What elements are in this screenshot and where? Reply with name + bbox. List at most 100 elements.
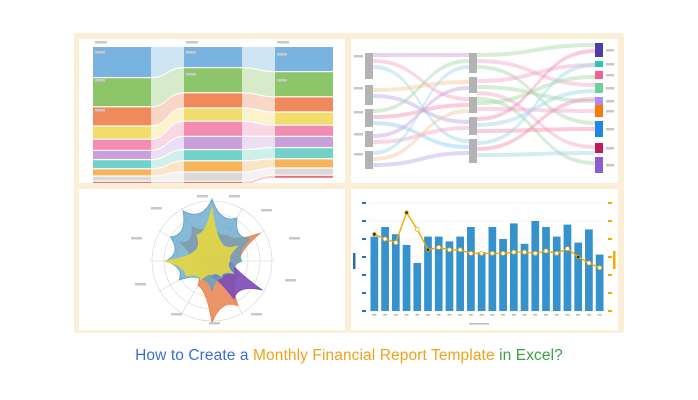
x-tick-label — [393, 314, 398, 316]
alluvial-node — [275, 159, 333, 168]
sankey-flow — [373, 94, 469, 124]
alluvial-flow — [151, 68, 184, 107]
left-axis-tick-label — [362, 274, 366, 276]
sankey-flow — [373, 59, 469, 101]
alluvial-node — [93, 126, 151, 139]
label-placeholder — [606, 63, 614, 66]
alluvial-node — [275, 125, 333, 136]
sankey-source-node — [365, 151, 373, 169]
line-series — [374, 211, 600, 269]
x-tick-label — [544, 314, 548, 316]
label-placeholder — [606, 87, 614, 90]
bar — [574, 242, 583, 311]
line-point — [457, 247, 463, 253]
label-placeholder — [606, 100, 614, 103]
alluvial-node — [93, 151, 151, 159]
alluvial-node — [184, 161, 242, 172]
bar — [391, 234, 400, 311]
left-axis-tick-label — [362, 292, 366, 294]
left-axis-title-placeholder — [353, 253, 356, 269]
column-label-placeholder — [186, 41, 198, 44]
left-axis-tick-label — [362, 310, 366, 312]
sankey-flow — [477, 63, 595, 83]
bar — [467, 227, 475, 311]
label-placeholder — [354, 133, 363, 136]
bar — [499, 239, 507, 311]
line-point — [382, 236, 388, 242]
sankey-target-node — [595, 121, 603, 137]
alluvial-flow — [151, 93, 184, 126]
alluvial-flow — [151, 47, 184, 77]
sankey-source-node — [365, 109, 373, 127]
alluvial-flow — [242, 108, 275, 125]
alluvial-flow — [242, 93, 275, 112]
sankey-flow — [373, 109, 469, 161]
left-axis-tick-label — [362, 256, 366, 258]
sankey-middle-node — [469, 77, 477, 93]
bar — [381, 227, 389, 311]
radar-axis-label-placeholder — [197, 195, 208, 198]
alluvial-node — [93, 176, 151, 181]
sankey-target-node — [595, 143, 603, 153]
sankey-flow — [373, 103, 469, 119]
alluvial-node — [275, 72, 333, 97]
line-point — [554, 251, 560, 256]
x-tick-label — [404, 314, 409, 316]
label-placeholder — [354, 153, 363, 156]
right-axis-tick-label — [608, 238, 612, 240]
bar — [585, 229, 593, 311]
line-point — [479, 251, 485, 256]
sankey-middle-node — [469, 117, 477, 135]
sankey-flow — [373, 65, 469, 143]
alluvial-node — [184, 68, 242, 93]
line-point — [522, 249, 527, 255]
line-point — [436, 245, 442, 250]
x-tick-label — [415, 314, 420, 316]
radar-axis-label-placeholder — [151, 207, 162, 210]
bar — [456, 236, 465, 311]
line-point — [500, 251, 506, 256]
alluvial-node — [184, 93, 242, 108]
alluvial-flow — [242, 148, 275, 161]
right-axis-tick-label — [608, 256, 612, 258]
label-placeholder — [354, 55, 363, 58]
sankey-flow — [477, 75, 595, 105]
alluvial-flow — [242, 168, 275, 181]
alluvial-flow — [242, 47, 275, 71]
radar-chart-panel — [79, 189, 345, 330]
sankey-flow — [477, 63, 595, 145]
alluvial-node — [184, 47, 242, 67]
sankey-flow — [477, 107, 595, 113]
line-point — [575, 254, 581, 260]
alluvial-node — [275, 112, 333, 125]
bar — [488, 227, 497, 311]
right-axis-title-placeholder — [613, 251, 616, 269]
bar — [413, 263, 422, 311]
label-placeholder — [186, 73, 196, 76]
sankey-source-node — [365, 53, 373, 79]
line-point — [414, 227, 420, 232]
radar-axis-label-placeholder — [285, 279, 296, 282]
x-tick-label — [554, 314, 559, 316]
label-placeholder — [95, 109, 105, 112]
radar-axis-label-placeholder — [131, 237, 142, 240]
sankey-flow — [477, 127, 595, 133]
sankey-target-node — [595, 97, 603, 105]
alluvial-flow — [242, 121, 275, 136]
bar — [520, 243, 529, 311]
bar — [595, 254, 604, 311]
alluvial-node — [184, 108, 242, 121]
x-tick-label — [501, 314, 506, 316]
right-axis-tick-label — [608, 310, 612, 312]
alluvial-node — [93, 139, 151, 150]
sankey-flow — [373, 59, 469, 113]
alluvial-flow — [151, 121, 184, 150]
bar — [552, 236, 561, 311]
alluvial-node — [93, 169, 151, 176]
column-label-placeholder — [277, 41, 289, 44]
x-tick-label — [576, 314, 581, 316]
sankey-middle-node — [469, 139, 477, 163]
sankey-flow — [373, 80, 469, 92]
sankey-target-node — [595, 105, 603, 117]
sankey-flow — [477, 65, 595, 125]
